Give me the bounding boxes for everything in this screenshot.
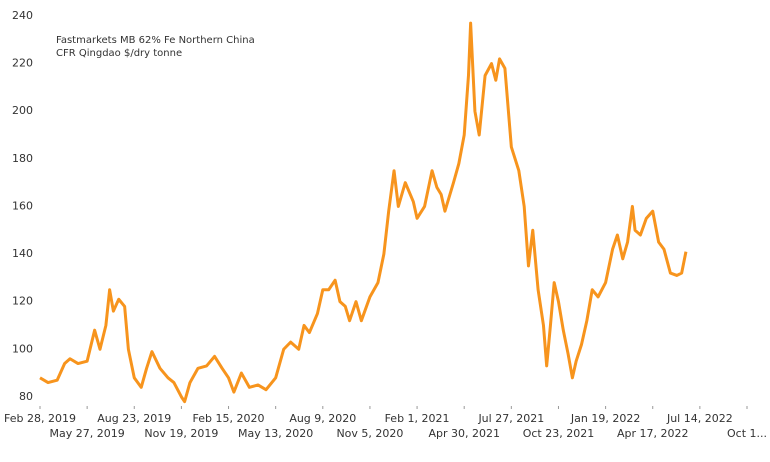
x-tick-label: Oct 23, 2021 bbox=[523, 427, 595, 440]
x-tick-label: Jul 27, 2021 bbox=[477, 412, 544, 425]
y-tick-label: 200 bbox=[12, 104, 33, 117]
y-tick-label: 80 bbox=[19, 390, 33, 403]
x-tick-label: Apr 30, 2021 bbox=[428, 427, 500, 440]
x-tick-label: Oct 1... bbox=[727, 427, 767, 440]
y-tick-label: 180 bbox=[12, 152, 33, 165]
series-line bbox=[39, 21, 688, 404]
y-tick-label: 140 bbox=[12, 247, 33, 260]
x-tick-label: Feb 15, 2020 bbox=[193, 412, 265, 425]
x-tick-label: Feb 28, 2019 bbox=[4, 412, 76, 425]
x-tick-label: Nov 5, 2020 bbox=[336, 427, 403, 440]
x-tick-label: May 27, 2019 bbox=[50, 427, 125, 440]
x-tick-label: Apr 17, 2022 bbox=[617, 427, 689, 440]
y-tick-label: 100 bbox=[12, 342, 33, 355]
x-tick-label: May 13, 2020 bbox=[238, 427, 313, 440]
chart-subtitle: CFR Qingdao $/dry tonne bbox=[56, 48, 182, 59]
x-tick-label: Feb 1, 2021 bbox=[385, 412, 450, 425]
y-tick-label: 160 bbox=[12, 199, 33, 212]
x-tick-label: Nov 19, 2019 bbox=[144, 427, 218, 440]
x-tick-label: Aug 23, 2019 bbox=[97, 412, 171, 425]
y-tick-label: 240 bbox=[12, 9, 33, 22]
x-tick-label: Jul 14, 2022 bbox=[666, 412, 733, 425]
chart-title: Fastmarkets MB 62% Fe Northern China bbox=[56, 35, 255, 46]
y-tick-label: 120 bbox=[12, 295, 33, 308]
x-tick-label: Jan 19, 2022 bbox=[570, 412, 640, 425]
y-tick-label: 220 bbox=[12, 57, 33, 70]
x-tick-label: Aug 9, 2020 bbox=[289, 412, 356, 425]
